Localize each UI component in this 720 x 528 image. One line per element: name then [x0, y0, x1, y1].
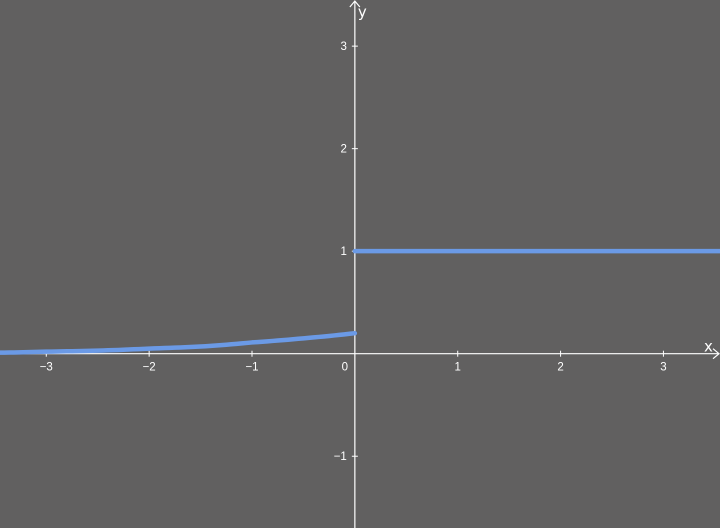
- series-group: [0, 248, 720, 355]
- x-tick-label: 1: [455, 362, 461, 374]
- x-tick-label: −1: [245, 362, 258, 374]
- y-tick-label: 3: [340, 41, 346, 53]
- x-tick-label: 3: [660, 362, 666, 374]
- y-axis-arrow-icon: [349, 0, 361, 8]
- x-axis-label: x: [704, 338, 713, 356]
- y-tick-label: 2: [340, 144, 346, 156]
- x-tick-label: 0: [342, 362, 348, 374]
- y-axis-label: y: [358, 3, 367, 21]
- series-line: [0, 330, 358, 355]
- x-axis-arrow-icon: [712, 348, 720, 360]
- x-tick-label: 2: [557, 362, 563, 374]
- ticks: −3 −2 −1 0 1 2 3 −1 1 2 3: [40, 41, 667, 463]
- x-tick-label: −2: [143, 362, 156, 374]
- y-tick-label: 1: [340, 246, 346, 258]
- x-tick-label: −3: [40, 362, 53, 374]
- y-tick-label: −1: [334, 451, 347, 463]
